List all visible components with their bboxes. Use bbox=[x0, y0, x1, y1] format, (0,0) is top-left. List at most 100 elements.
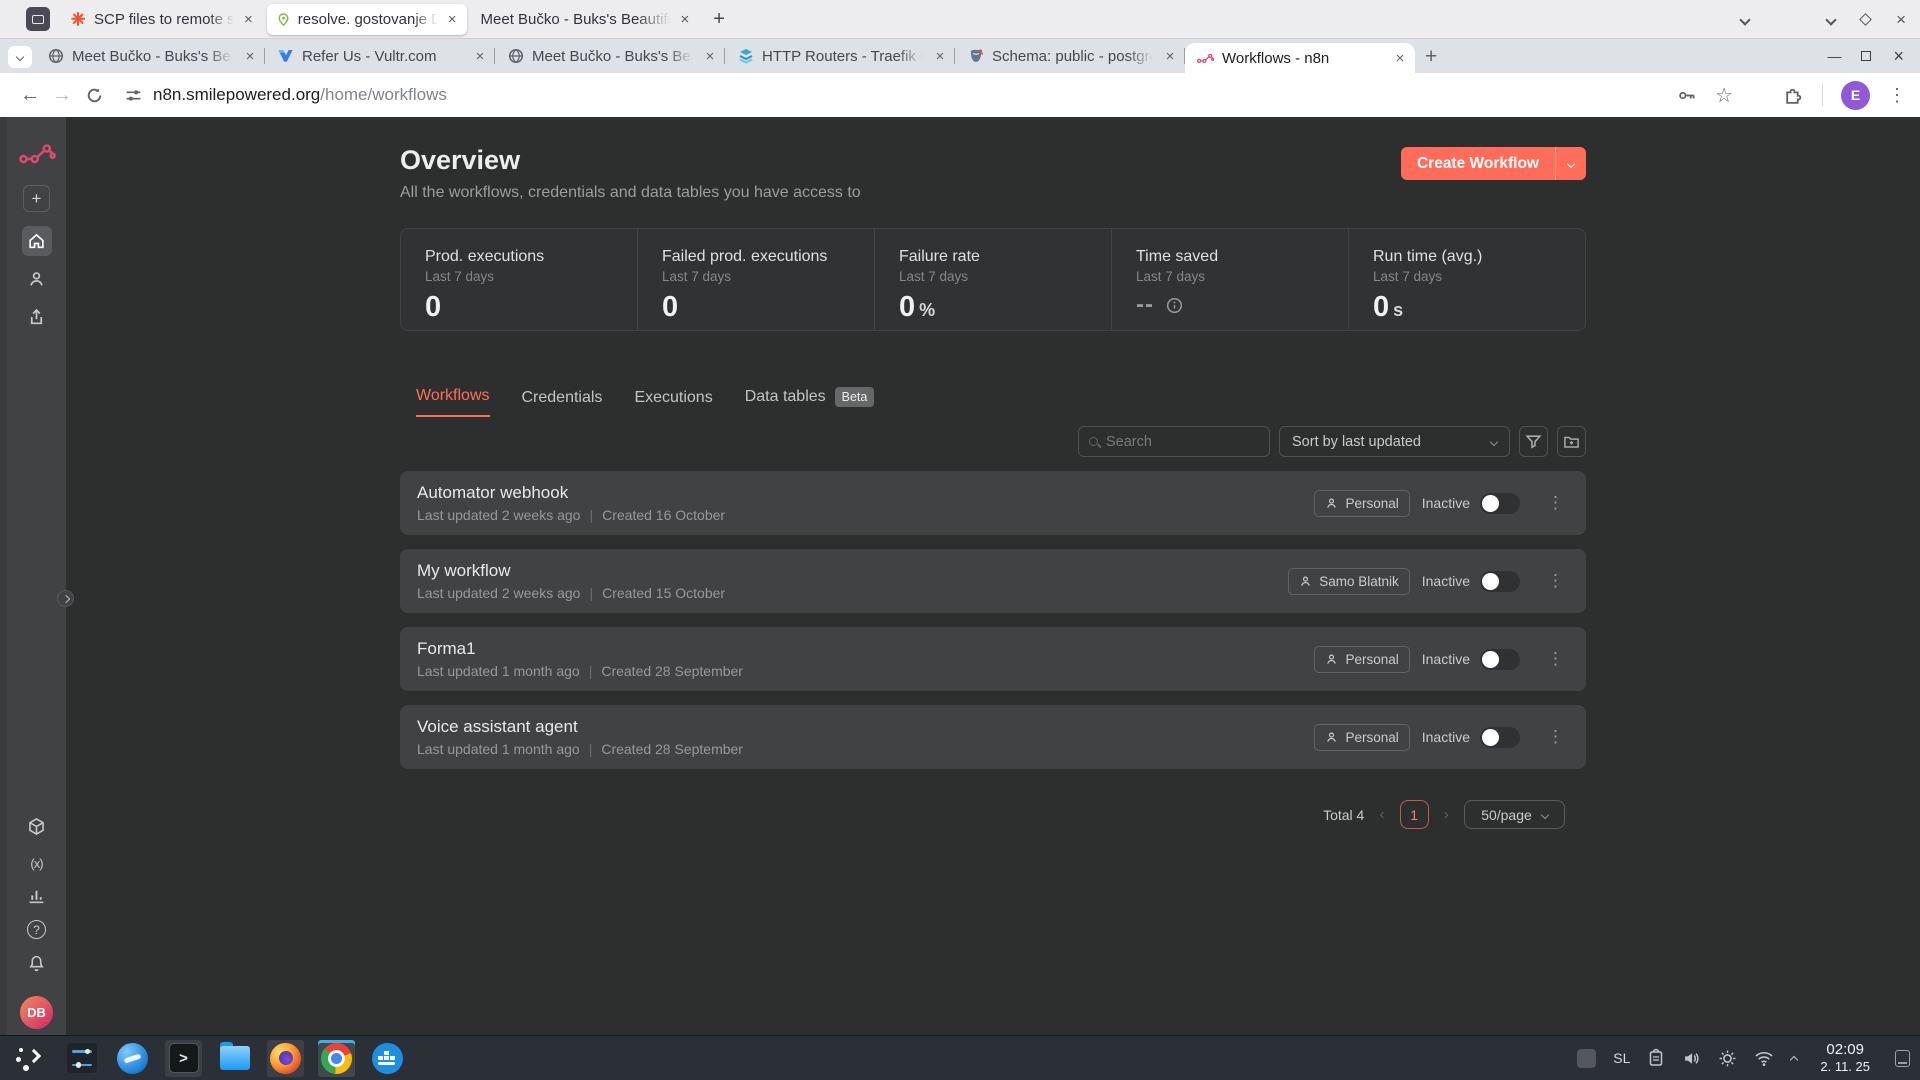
close-icon[interactable]: × bbox=[680, 10, 690, 28]
browser-menu-icon[interactable]: ⋮ bbox=[1888, 84, 1906, 105]
night-color-icon[interactable] bbox=[1718, 1049, 1737, 1068]
file-manager-icon[interactable] bbox=[216, 1040, 253, 1077]
app-launcher-button[interactable] bbox=[12, 1040, 49, 1077]
close-icon[interactable]: × bbox=[1165, 47, 1175, 65]
keyboard-layout-indicator[interactable]: SL bbox=[1613, 1050, 1631, 1066]
prev-page-icon[interactable]: ‹ bbox=[1379, 805, 1385, 823]
terminal-app-icon[interactable]: > bbox=[165, 1039, 202, 1077]
firefox-tab-scp[interactable]: SCP files to remote server × bbox=[60, 4, 263, 35]
workflow-card[interactable]: Voice assistant agent Last updated 1 mon… bbox=[400, 705, 1586, 769]
reload-button[interactable] bbox=[78, 79, 110, 111]
extensions-icon[interactable] bbox=[1783, 85, 1804, 106]
docker-icon[interactable] bbox=[369, 1040, 406, 1077]
stat-failure-rate: Failure rate Last 7 days 0% bbox=[874, 229, 1111, 330]
tab-title: Refer Us - Vultr.com bbox=[302, 47, 437, 65]
sidebar-item-overview[interactable] bbox=[21, 226, 52, 256]
new-tab-button[interactable]: + bbox=[713, 7, 725, 30]
tray-expand-icon[interactable] bbox=[1790, 1055, 1799, 1065]
next-page-icon[interactable]: › bbox=[1443, 805, 1449, 823]
page-size-select[interactable]: 50/page bbox=[1464, 800, 1565, 829]
sort-select[interactable]: Sort by last updated bbox=[1279, 426, 1510, 457]
filter-button[interactable] bbox=[1519, 426, 1548, 457]
profile-avatar[interactable]: E bbox=[1841, 80, 1870, 110]
create-workflow-button[interactable]: Create Workflow bbox=[1400, 147, 1586, 180]
chrome-tab-n8n-active[interactable]: Workflows - n8n × bbox=[1185, 43, 1415, 73]
close-icon[interactable]: × bbox=[705, 47, 715, 65]
window-minimize-icon[interactable]: — bbox=[1827, 48, 1841, 64]
templates-icon[interactable] bbox=[22, 811, 52, 841]
globe-favicon bbox=[507, 48, 524, 65]
wifi-icon[interactable] bbox=[1754, 1049, 1774, 1067]
close-icon[interactable]: × bbox=[244, 10, 253, 28]
close-icon[interactable]: × bbox=[475, 47, 485, 65]
help-icon[interactable]: ? bbox=[27, 920, 46, 939]
window-close-icon[interactable]: × bbox=[1893, 45, 1904, 66]
volume-icon[interactable] bbox=[1682, 1049, 1701, 1068]
close-icon[interactable]: × bbox=[245, 47, 255, 65]
create-workflow-caret[interactable] bbox=[1556, 147, 1586, 180]
new-tab-button[interactable]: + bbox=[1425, 45, 1438, 68]
tab-credentials[interactable]: Credentials bbox=[521, 389, 603, 406]
firefox-tab-bucko[interactable]: Meet Bučko - Buks's Beautiful × bbox=[471, 4, 700, 35]
status-label: Inactive bbox=[1421, 573, 1470, 589]
user-avatar[interactable]: DB bbox=[20, 996, 53, 1029]
activate-toggle[interactable] bbox=[1480, 726, 1520, 748]
chrome-icon[interactable] bbox=[318, 1039, 355, 1077]
clipboard-tray-icon[interactable] bbox=[1647, 1049, 1665, 1067]
sidebar-item-personal[interactable] bbox=[22, 264, 52, 294]
back-button[interactable]: ← bbox=[20, 83, 40, 106]
close-icon[interactable]: × bbox=[447, 10, 457, 28]
window-maximize-icon[interactable] bbox=[1859, 13, 1872, 26]
chrome-tab-3[interactable]: Meet Bučko - Buks's Beauti × bbox=[495, 39, 725, 73]
workflow-menu-icon[interactable]: ⋮ bbox=[1547, 571, 1564, 590]
new-folder-button[interactable] bbox=[1557, 426, 1586, 457]
workflow-name: My workflow bbox=[417, 561, 511, 580]
notifications-bell-icon[interactable] bbox=[22, 954, 52, 973]
current-page[interactable]: 1 bbox=[1399, 800, 1429, 829]
chrome-tab-strip: Meet Bučko - Buks's Beauti × Refer Us - … bbox=[0, 39, 1920, 73]
tray-app-icon[interactable] bbox=[1577, 1048, 1597, 1068]
workflow-card[interactable]: My workflow Last updated 2 weeks ago | Cr… bbox=[400, 549, 1586, 613]
window-maximize-icon[interactable] bbox=[1861, 51, 1872, 61]
clock[interactable]: 02:09 2. 11. 25 bbox=[1820, 1041, 1870, 1076]
chrome-tab-5[interactable]: Schema: public - postgres - × bbox=[955, 39, 1185, 73]
workflow-name: Forma1 bbox=[417, 639, 476, 658]
settings-app-icon[interactable] bbox=[63, 1040, 100, 1077]
forward-button[interactable]: → bbox=[52, 83, 72, 106]
activate-toggle[interactable] bbox=[1480, 492, 1520, 514]
insights-icon[interactable] bbox=[22, 886, 52, 905]
workflow-card[interactable]: Forma1 Last updated 1 month ago | Created… bbox=[400, 627, 1586, 691]
close-icon[interactable]: × bbox=[1395, 49, 1405, 67]
chrome-tab-1[interactable]: Meet Bučko - Buks's Beauti × bbox=[35, 39, 265, 73]
chrome-tab-4[interactable]: HTTP Routers - Traefik Prox × bbox=[725, 39, 955, 73]
tab-search-button[interactable] bbox=[8, 46, 32, 68]
window-minimize-icon[interactable] bbox=[1825, 13, 1837, 26]
chrome-tab-2[interactable]: Refer Us - Vultr.com × bbox=[265, 39, 495, 73]
window-close-icon[interactable]: × bbox=[1896, 9, 1906, 29]
show-desktop-widget[interactable] bbox=[1895, 1049, 1910, 1067]
info-icon[interactable] bbox=[1166, 297, 1183, 314]
firefox-tab-resolve[interactable]: resolve. gostovanje DNS za × bbox=[266, 3, 467, 35]
passwords-icon[interactable] bbox=[1676, 85, 1697, 106]
tab-data-tables[interactable]: Data tables Beta bbox=[745, 387, 875, 417]
add-workflow-button[interactable]: + bbox=[23, 185, 50, 212]
workflow-card[interactable]: Automator webhook Last updated 2 weeks a… bbox=[400, 471, 1586, 535]
firefox-view-icon[interactable] bbox=[26, 7, 50, 31]
tab-executions[interactable]: Executions bbox=[634, 389, 713, 406]
activate-toggle[interactable] bbox=[1480, 570, 1520, 592]
blue-app-icon[interactable] bbox=[114, 1040, 151, 1077]
firefox-icon[interactable] bbox=[267, 1039, 304, 1077]
list-tabs-icon[interactable] bbox=[1739, 13, 1751, 26]
address-bar[interactable]: n8n.smilepowered.org/home/workflows bbox=[124, 85, 447, 105]
workflow-menu-icon[interactable]: ⋮ bbox=[1547, 493, 1564, 512]
search-input[interactable] bbox=[1106, 433, 1259, 450]
sidebar-item-shared[interactable] bbox=[22, 302, 52, 332]
sidebar-expand-button[interactable] bbox=[57, 590, 74, 607]
variables-icon[interactable]: (x) bbox=[30, 856, 43, 871]
bookmark-star-icon[interactable]: ☆ bbox=[1715, 84, 1733, 107]
workflow-menu-icon[interactable]: ⋮ bbox=[1547, 649, 1564, 668]
close-icon[interactable]: × bbox=[935, 47, 945, 65]
tab-workflows[interactable]: Workflows bbox=[416, 387, 490, 417]
activate-toggle[interactable] bbox=[1480, 648, 1520, 670]
workflow-menu-icon[interactable]: ⋮ bbox=[1547, 727, 1564, 746]
